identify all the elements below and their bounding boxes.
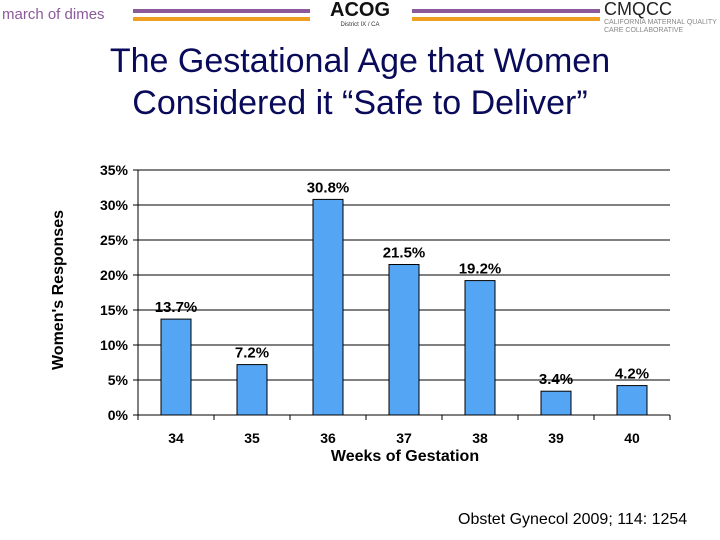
x-tick-label: 37 [396,430,412,446]
y-tick-label: 30% [100,197,129,213]
bar-35 [236,364,268,416]
x-tick-label: 35 [244,430,260,446]
purple-rule-left [133,9,310,13]
x-axis-label: Weeks of Gestation [331,448,479,465]
slide-title: The Gestational Age that Women Considered… [0,40,720,124]
y-axis-label: Women's Responses [50,210,67,370]
data-label: 19.2% [459,261,502,278]
y-tick-label: 35% [100,162,129,178]
bar-36 [312,198,344,416]
title-line-2: Considered it “Safe to Deliver” [132,84,588,122]
bar-34 [160,318,192,416]
x-tick-label: 38 [472,430,488,446]
y-tick-label: 25% [100,232,129,248]
data-label: 21.5% [383,245,426,262]
data-label: 30.8% [307,179,350,196]
cmqcc-logo: CMQCC [604,0,672,19]
orange-rule-left [133,17,310,21]
bar-40 [616,385,648,416]
x-tick-label: 34 [168,430,184,446]
data-label: 4.2% [615,366,649,383]
y-tick-label: 10% [100,337,129,353]
y-tick-label: 0% [108,407,129,423]
data-label: 7.2% [235,345,269,362]
bar-37 [388,264,420,416]
data-label: 13.7% [155,299,198,316]
bar-39 [540,390,572,416]
x-tick-label: 39 [548,430,564,446]
x-tick-label: 36 [320,430,336,446]
citation: Obstet Gynecol 2009; 114: 1254 [458,511,688,528]
orange-rule-right [412,17,600,21]
data-label: 3.4% [539,371,573,388]
acog-logo: ACOG [330,0,390,21]
title-line-1: The Gestational Age that Women [109,42,611,80]
march-of-dimes-logo: march of dimes [2,6,105,23]
y-tick-label: 20% [100,267,129,283]
purple-rule-right [412,9,600,13]
x-tick-label: 40 [624,430,640,446]
bar-38 [464,280,496,416]
y-tick-label: 5% [108,372,129,388]
cmqcc-logo-sub: CALIFORNIA MATERNAL QUALITY CARE COLLABO… [604,19,717,34]
acog-logo-sub: District IX / CA [340,22,380,28]
y-tick-label: 15% [100,302,129,318]
